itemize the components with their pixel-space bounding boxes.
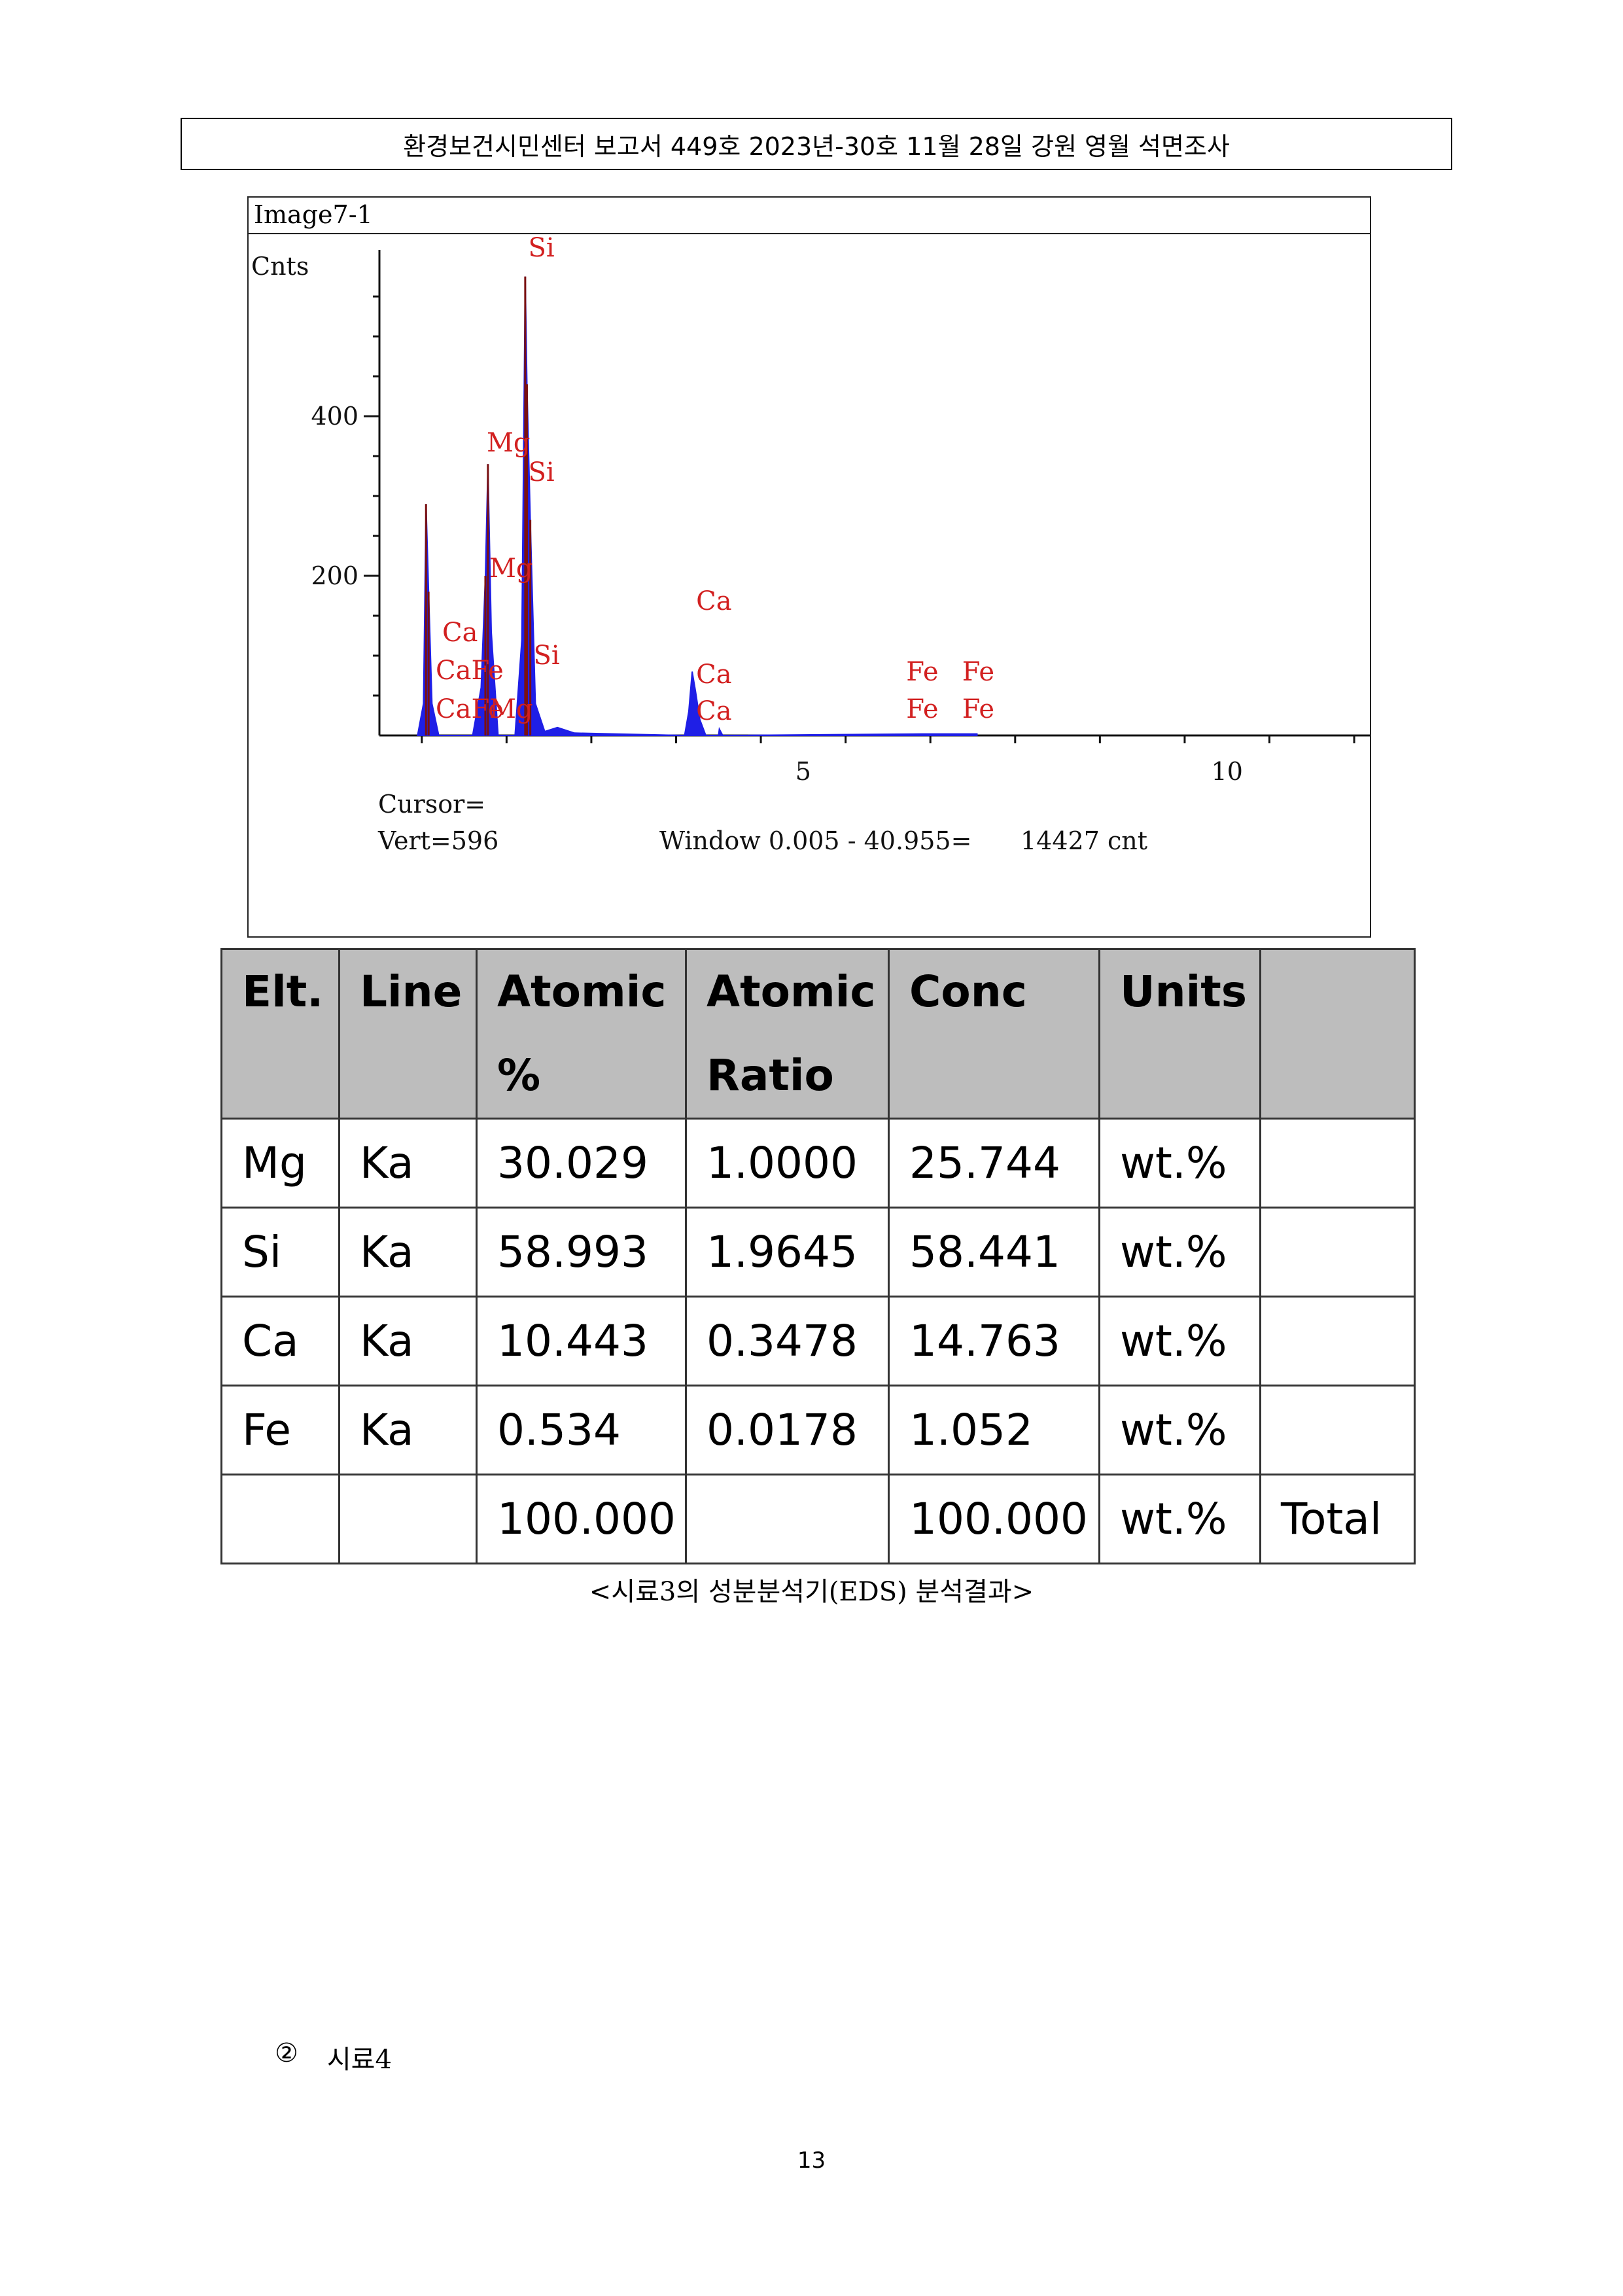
- table-cell: wt.%: [1098, 1118, 1261, 1209]
- section-sample4: ② 시료4: [275, 2038, 392, 2076]
- peak-label: Mg: [489, 694, 533, 724]
- peak-label: CaFe: [436, 656, 504, 686]
- header-element: Elt.: [220, 948, 340, 1120]
- table-cell: [1259, 1385, 1416, 1475]
- peak-label: Mg: [489, 554, 533, 584]
- table-cell: [685, 1474, 890, 1564]
- peak-label: Fe: [962, 657, 994, 687]
- table-cell: [1259, 1207, 1416, 1298]
- table-cell: 10.443: [476, 1296, 687, 1386]
- table-cell: wt.%: [1098, 1207, 1261, 1298]
- table-cell: Ca: [220, 1296, 340, 1386]
- figure-caption: <시료3의 성분분석기(EDS) 분석결과>: [589, 1577, 1034, 1607]
- peak-label: Ca: [442, 618, 478, 648]
- table-cell: [1259, 1296, 1416, 1386]
- header-line: Line: [338, 948, 478, 1120]
- x-tick-label: 5: [795, 757, 811, 786]
- header-atomic-percent: Atomic %: [476, 948, 687, 1120]
- table-cell: 0.534: [476, 1385, 687, 1475]
- table-cell: 58.441: [888, 1207, 1100, 1298]
- table-row: Fe Ka 0.534 0.0178 1.052 wt.%: [220, 1385, 1416, 1475]
- table-cell: Ka: [338, 1296, 478, 1386]
- peak-label: Si: [528, 457, 554, 487]
- peak-label: Fe: [962, 694, 994, 724]
- table-cell: 100.000: [476, 1474, 687, 1564]
- peak-label: Mg: [487, 428, 531, 458]
- page-number: 13: [797, 2147, 826, 2174]
- circled-number-marker: ②: [275, 2038, 298, 2068]
- spectrum-series: [417, 276, 978, 737]
- table-cell: 25.744: [888, 1118, 1100, 1209]
- report-header-title: 환경보건시민센터 보고서 449호 2023년-30호 11월 28일 강원 영…: [403, 132, 1230, 161]
- vert-readout: Vert=596: [377, 826, 498, 855]
- peak-label: Ca: [696, 660, 731, 690]
- peak-label: Fe: [906, 657, 938, 687]
- eds-spectrum-figure: Image7-1 400 200 5 10 Cnts Si Mg Si Mg Ca Ca CaFe Ca…: [247, 196, 1371, 938]
- cursor-label: Cursor=: [378, 790, 485, 819]
- table-cell: Mg: [220, 1118, 340, 1209]
- peak-label: Ca: [696, 586, 731, 616]
- table-cell: wt.%: [1098, 1296, 1261, 1386]
- y-tick-label: 400: [311, 402, 358, 431]
- spectrum-title-bar: Image7-1: [249, 198, 1370, 234]
- table-cell: 14.763: [888, 1296, 1100, 1386]
- table-cell: 0.0178: [685, 1385, 890, 1475]
- table-cell: [1259, 1118, 1416, 1209]
- peak-label: Ca: [696, 696, 731, 726]
- table-cell: Ka: [338, 1207, 478, 1298]
- header-atomic-ratio: Atomic Ratio: [685, 948, 890, 1120]
- table-row: Si Ka 58.993 1.9645 58.441 wt.%: [220, 1207, 1416, 1298]
- table-cell: 100.000: [888, 1474, 1100, 1564]
- table-header-row: Elt. Line Atomic % Atomic Ratio Conc Uni…: [220, 948, 1416, 1120]
- table-cell: 30.029: [476, 1118, 687, 1209]
- table-cell: [220, 1474, 340, 1564]
- report-header: 환경보건시민센터 보고서 449호 2023년-30호 11월 28일 강원 영…: [181, 118, 1452, 170]
- table-cell: Fe: [220, 1385, 340, 1475]
- window-readout: Window 0.005 - 40.955=: [659, 826, 971, 855]
- table-cell: 0.3478: [685, 1296, 890, 1386]
- y-axis-label: Cnts: [251, 252, 309, 281]
- table-cell: 1.052: [888, 1385, 1100, 1475]
- table-row-total: 100.000 100.000 wt.% Total: [220, 1474, 1416, 1564]
- spectrum-image-title: Image7-1: [254, 200, 373, 229]
- header-blank: [1259, 948, 1416, 1120]
- peak-label: Fe: [906, 694, 938, 724]
- table-cell: wt.%: [1098, 1474, 1261, 1564]
- table-cell: 1.9645: [685, 1207, 890, 1298]
- header-conc: Conc: [888, 948, 1100, 1120]
- peak-label: Si: [528, 233, 554, 263]
- table-cell: wt.%: [1098, 1385, 1261, 1475]
- header-units: Units: [1098, 948, 1261, 1120]
- table-cell: Total: [1259, 1474, 1416, 1564]
- table-cell: 58.993: [476, 1207, 687, 1298]
- table-cell: Ka: [338, 1385, 478, 1475]
- section-sample4-label: 시료4: [326, 2045, 392, 2075]
- y-tick-label: 200: [311, 561, 358, 590]
- table-row: Ca Ka 10.443 0.3478 14.763 wt.%: [220, 1296, 1416, 1386]
- x-tick-label: 10: [1212, 757, 1243, 786]
- eds-results-table: Elt. Line Atomic % Atomic Ratio Conc Uni…: [220, 948, 1416, 1564]
- table-cell: Si: [220, 1207, 340, 1298]
- peak-label: CaFe: [436, 694, 504, 724]
- table-cell: Ka: [338, 1118, 478, 1209]
- peak-label: Si: [533, 641, 559, 671]
- table-row: Mg Ka 30.029 1.0000 25.744 wt.%: [220, 1118, 1416, 1209]
- count-readout: 14427 cnt: [1021, 826, 1147, 855]
- table-cell: [338, 1474, 478, 1564]
- table-cell: 1.0000: [685, 1118, 890, 1209]
